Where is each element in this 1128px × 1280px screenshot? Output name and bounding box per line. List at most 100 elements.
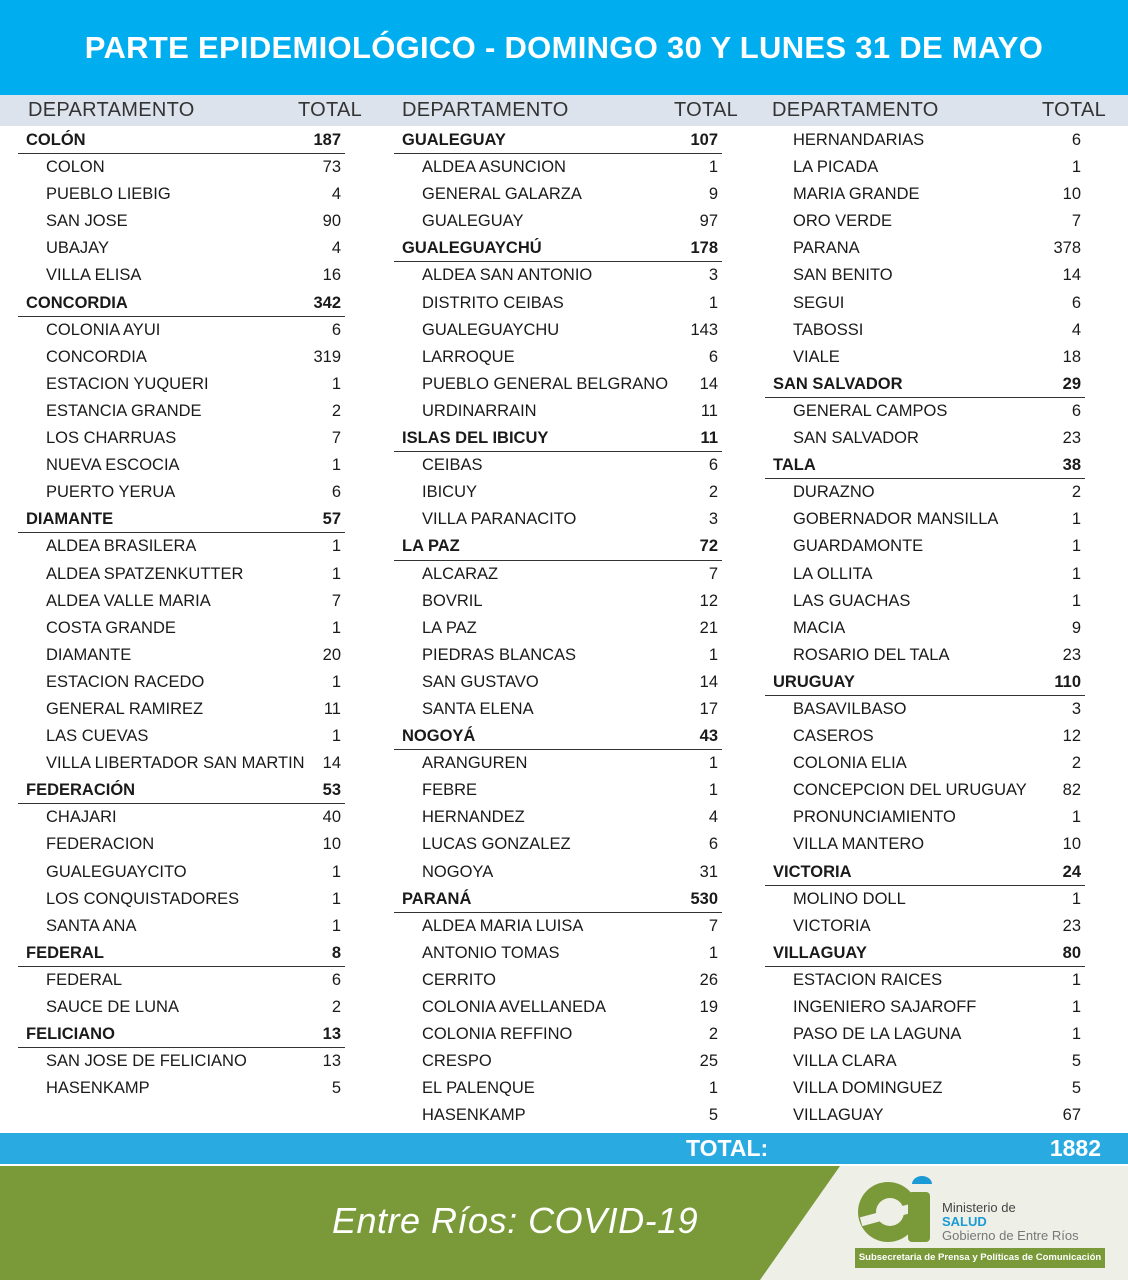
- locality-total: 1: [331, 889, 341, 908]
- department-total: 110: [1054, 672, 1081, 691]
- locality-name: PASO DE LA LAGUNA: [793, 1025, 962, 1044]
- locality-total: 14: [699, 374, 718, 393]
- locality-name: COSTA GRANDE: [46, 618, 176, 637]
- locality-total: 7: [1071, 212, 1081, 231]
- department-name: FELICIANO: [26, 1025, 115, 1044]
- locality-row: ESTACION YUQUERI 1: [18, 371, 345, 398]
- locality-row: VILLA PARANACITO 3: [394, 506, 722, 533]
- locality-total: 2: [1071, 483, 1081, 502]
- locality-name: ALDEA ASUNCION: [422, 158, 566, 177]
- locality-total: 1: [331, 618, 341, 637]
- locality-row: DISTRITO CEIBAS 1: [394, 290, 722, 317]
- locality-name: SANTA ELENA: [422, 699, 534, 718]
- locality-row: CONCORDIA 319: [18, 344, 345, 371]
- locality-name: NOGOYA: [422, 862, 494, 881]
- department-total: 11: [700, 429, 718, 448]
- locality-name: SAUCE DE LUNA: [46, 998, 179, 1016]
- locality-total: 82: [1062, 781, 1081, 800]
- locality-total: 13: [322, 1052, 341, 1071]
- locality-row: SANTA ELENA 17: [394, 696, 722, 723]
- department-row: COLÓN 187: [18, 127, 345, 155]
- locality-row: LARROQUE 6: [394, 344, 722, 371]
- locality-name: VILLA DOMINGUEZ: [793, 1079, 943, 1098]
- locality-row: LAS CUEVAS 1: [18, 723, 345, 750]
- locality-row: SAN SALVADOR 23: [765, 425, 1085, 452]
- locality-row: LOS CHARRUAS 7: [18, 425, 345, 452]
- locality-total: 26: [699, 970, 718, 989]
- department-name: URUGUAY: [773, 672, 855, 691]
- department-row: DIAMANTE 57: [18, 506, 345, 534]
- locality-name: LUCAS GONZALEZ: [422, 835, 571, 854]
- locality-row: PRONUNCIAMIENTO 1: [765, 804, 1085, 831]
- locality-row: SEGUI 6: [765, 290, 1085, 317]
- locality-total: 2: [708, 483, 718, 502]
- locality-row: COSTA GRANDE 1: [18, 615, 345, 642]
- locality-total: 1: [708, 943, 718, 962]
- locality-name: GUALEGUAYCITO: [46, 862, 187, 881]
- locality-row: MACIA 9: [765, 615, 1085, 642]
- locality-total: 1: [1071, 510, 1081, 529]
- locality-row: FEBRE 1: [394, 777, 722, 804]
- locality-name: VILLA MANTERO: [793, 835, 925, 854]
- locality-name: GENERAL RAMIREZ: [46, 699, 204, 718]
- locality-row: CASEROS 12: [765, 723, 1085, 750]
- ministry-line3: Gobierno de Entre Ríos: [942, 1228, 1079, 1243]
- locality-name: LOS CONQUISTADORES: [46, 889, 240, 908]
- footer: Entre Ríos: COVID-19 Ministerio de SALUD…: [0, 1166, 1128, 1280]
- locality-name: CHAJARI: [46, 808, 117, 827]
- locality-row: VIALE 18: [765, 344, 1085, 371]
- locality-name: ESTANCIA GRANDE: [46, 401, 202, 420]
- locality-name: FEDERACION: [46, 835, 155, 854]
- department-total: 24: [1062, 862, 1081, 881]
- locality-row: VILLA ELISA 16: [18, 262, 345, 289]
- locality-total: 1: [1071, 889, 1081, 908]
- locality-total: 11: [323, 699, 341, 718]
- department-row: VICTORIA 24: [765, 859, 1085, 886]
- locality-total: 12: [699, 591, 718, 610]
- table-column-3: HERNANDARIAS 6 LA PICADA 1 MARIA GRANDE 10 ORO…: [765, 127, 1085, 1129]
- header-total: TOTAL: [298, 99, 363, 121]
- locality-name: LAS GUACHAS: [793, 591, 911, 610]
- locality-row: COLON 73: [18, 154, 345, 181]
- header-department: DEPARTAMENTO: [772, 99, 939, 121]
- department-total: 530: [690, 889, 718, 908]
- department-row: NOGOYÁ 43: [394, 723, 722, 751]
- locality-row: SAN JOSE DE FELICIANO 13: [18, 1048, 345, 1075]
- locality-row: MOLINO DOLL 1: [765, 886, 1085, 913]
- locality-total: 3: [708, 266, 718, 285]
- locality-total: 1: [1071, 158, 1081, 177]
- header-department: DEPARTAMENTO: [28, 99, 195, 121]
- locality-total: 1: [708, 754, 718, 773]
- locality-total: 19: [699, 998, 718, 1016]
- locality-name: SAN BENITO: [793, 266, 893, 285]
- locality-total: 97: [699, 212, 718, 231]
- locality-name: DURAZNO: [793, 483, 875, 502]
- locality-total: 1: [708, 781, 718, 800]
- locality-name: NUEVA ESCOCIA: [46, 456, 180, 475]
- locality-total: 6: [1071, 293, 1081, 312]
- department-total: 178: [690, 239, 718, 258]
- locality-row: LA PICADA 1: [765, 154, 1085, 181]
- locality-row: SANTA ANA 1: [18, 913, 345, 940]
- locality-total: 31: [699, 862, 718, 881]
- department-row: SAN SALVADOR 29: [765, 371, 1085, 398]
- department-row: GUALEGUAY 107: [394, 127, 722, 155]
- locality-name: SEGUI: [793, 293, 845, 312]
- locality-total: 7: [708, 564, 718, 583]
- locality-total: 1: [1071, 998, 1081, 1016]
- locality-total: 25: [699, 1052, 718, 1071]
- locality-row: EL PALENQUE 1: [394, 1075, 722, 1102]
- locality-name: ARANGUREN: [422, 754, 528, 773]
- locality-name: ALDEA SPATZENKUTTER: [46, 564, 244, 583]
- locality-name: GUALEGUAY: [422, 212, 524, 231]
- locality-total: 1: [1071, 808, 1081, 827]
- locality-name: ROSARIO DEL TALA: [793, 645, 950, 664]
- department-name: VICTORIA: [773, 862, 852, 881]
- locality-total: 2: [331, 401, 341, 420]
- locality-total: 90: [322, 212, 341, 231]
- locality-name: HERNANDARIAS: [793, 131, 925, 149]
- table-column-1: COLÓN 187 COLON 73 PUEBLO LIEBIG 4 SAN JOSE 90 U…: [18, 127, 345, 1102]
- locality-name: CONCEPCION DEL URUGUAY: [793, 781, 1027, 800]
- department-total: 53: [322, 781, 341, 800]
- department-name: FEDERACIÓN: [26, 781, 136, 800]
